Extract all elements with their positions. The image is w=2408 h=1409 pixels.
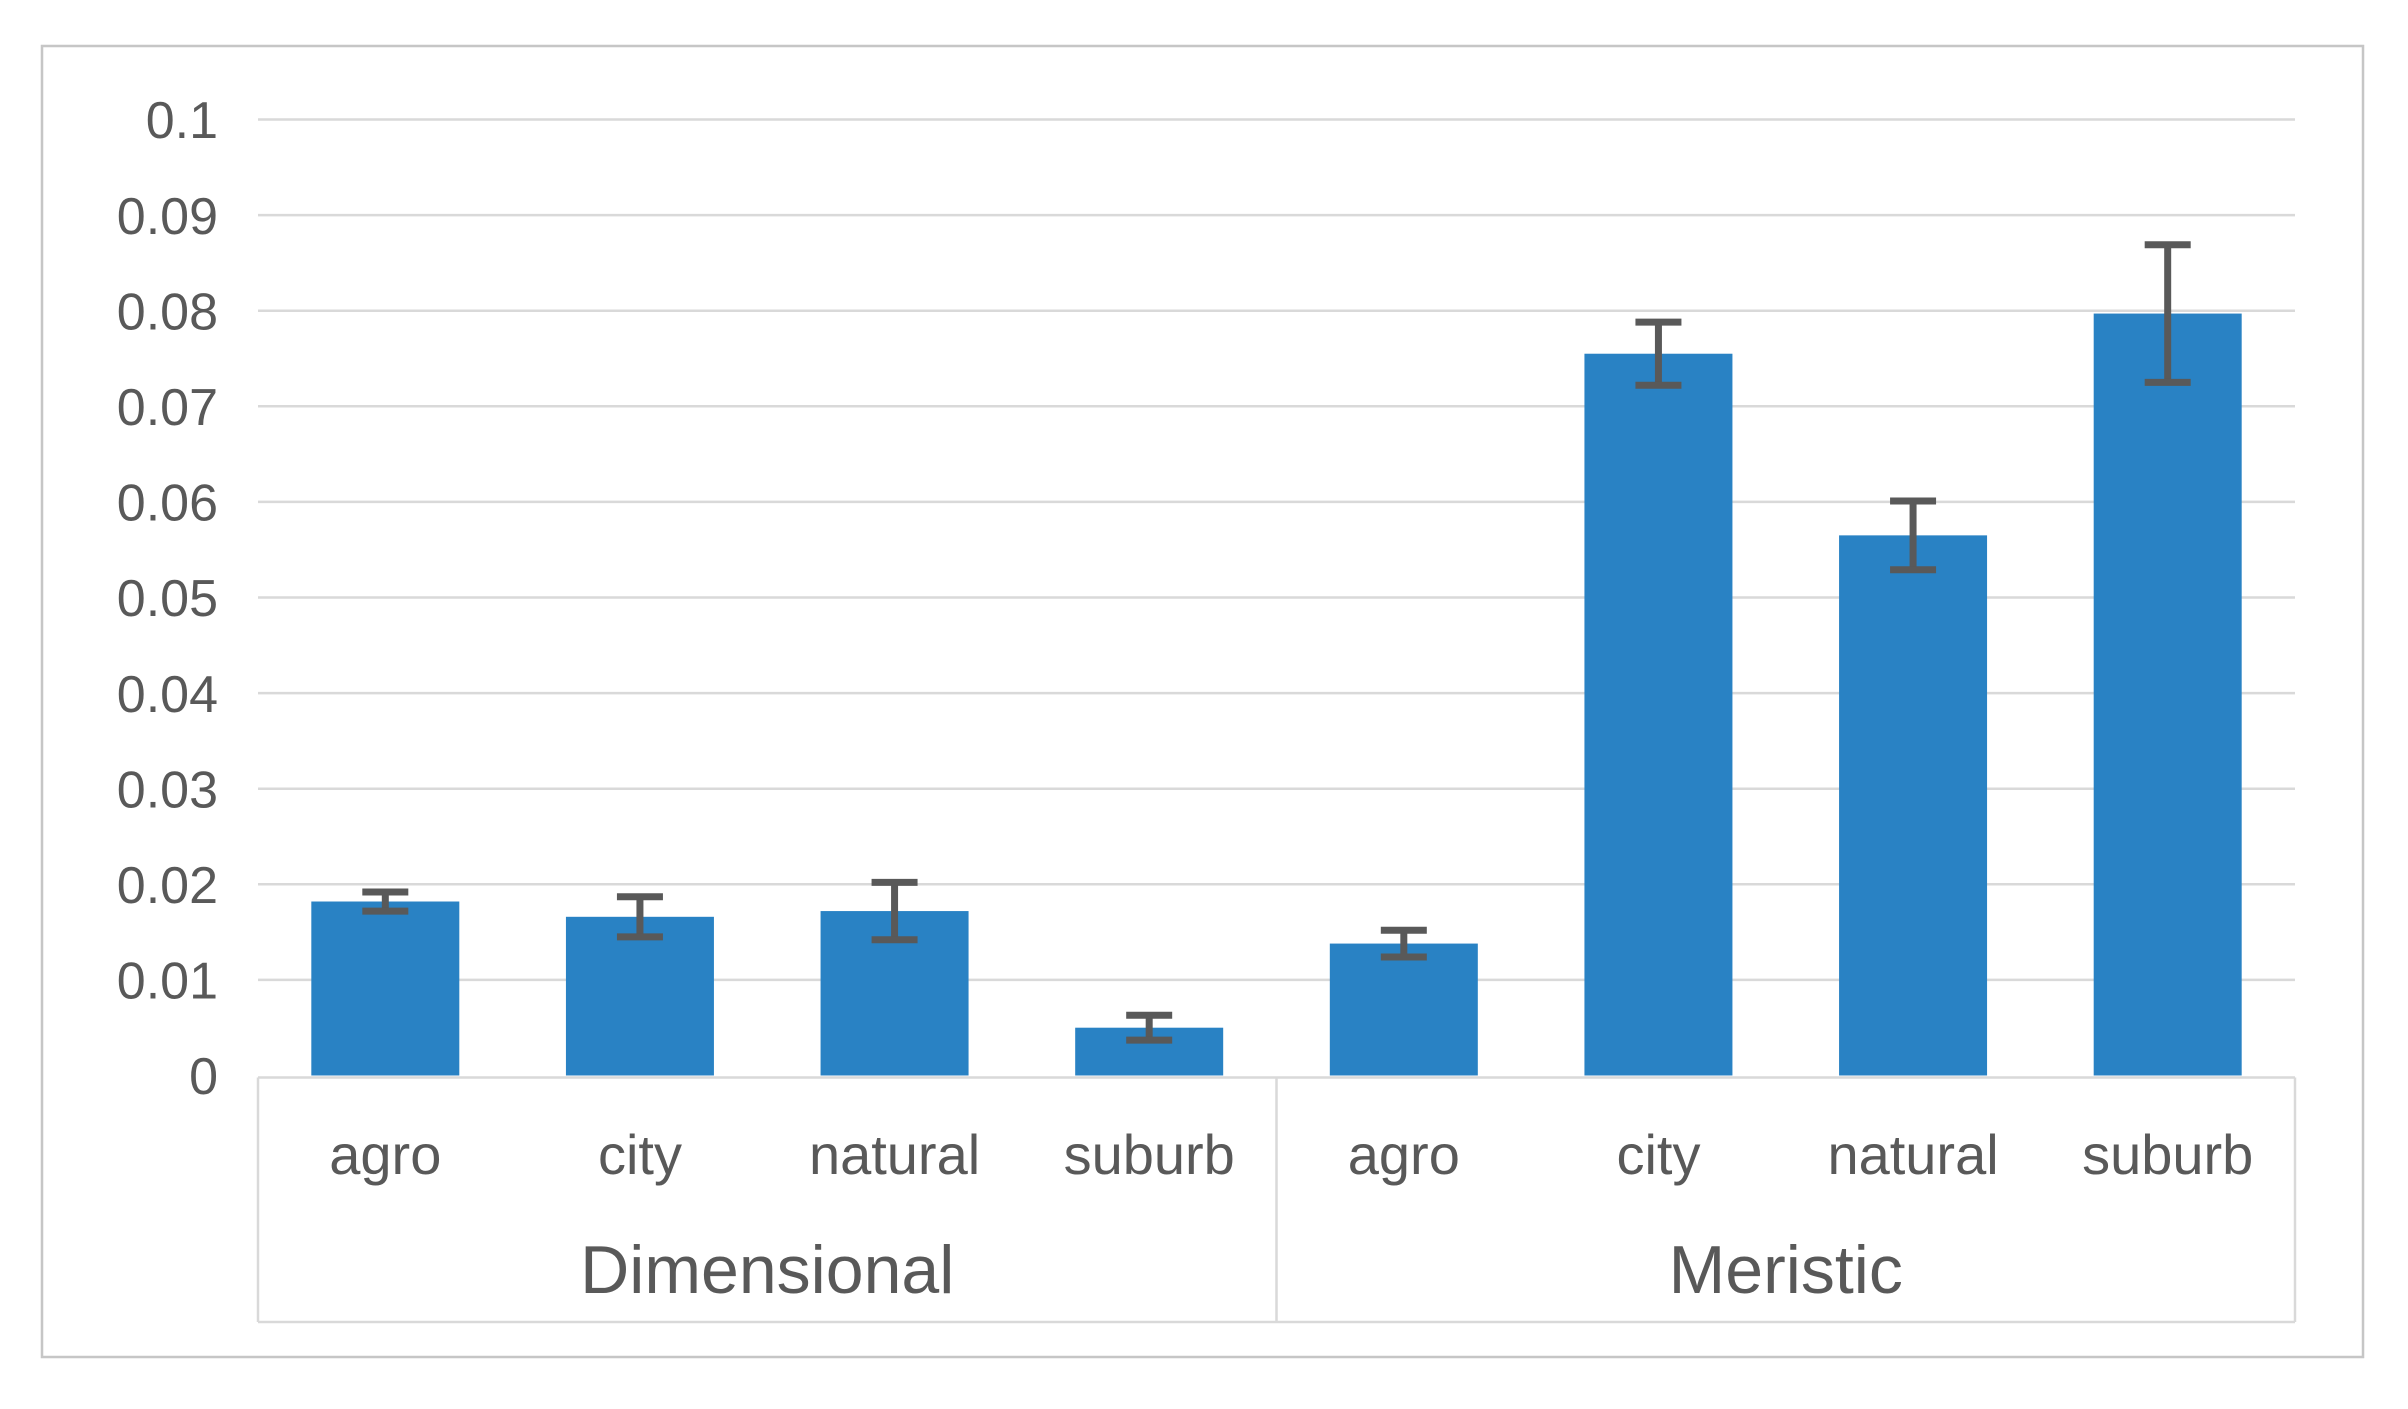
bar	[1839, 535, 1988, 1076]
group-label: Dimensional	[580, 1232, 954, 1308]
category-label: natural	[1827, 1123, 1998, 1186]
y-tick-label: 0.02	[117, 857, 218, 915]
bar	[1584, 353, 1733, 1076]
y-tick-label: 0.08	[117, 283, 218, 341]
bar	[565, 916, 714, 1076]
category-label: agro	[1348, 1123, 1460, 1186]
figure-border	[40, 44, 2365, 1359]
y-tick-label: 0.05	[117, 570, 218, 628]
bar	[2093, 313, 2242, 1076]
y-tick-label: 0.01	[117, 953, 218, 1011]
category-label: natural	[809, 1123, 980, 1186]
y-tick-label: 0.06	[117, 475, 218, 533]
category-label: city	[1616, 1123, 1700, 1186]
group-label: Meristic	[1669, 1232, 1903, 1308]
y-tick-label: 0	[189, 1048, 218, 1106]
y-tick-label: 0.09	[117, 188, 218, 246]
category-label: suburb	[2082, 1123, 2253, 1186]
category-label: suburb	[1064, 1123, 1235, 1186]
y-tick-label: 0.1	[146, 92, 218, 150]
y-tick-label: 0.07	[117, 379, 218, 437]
bar	[1329, 943, 1478, 1076]
y-tick-label: 0.03	[117, 761, 218, 819]
category-label: city	[598, 1123, 682, 1186]
y-tick-label: 0.04	[117, 666, 218, 724]
bar	[311, 901, 460, 1076]
category-label: agro	[329, 1123, 441, 1186]
